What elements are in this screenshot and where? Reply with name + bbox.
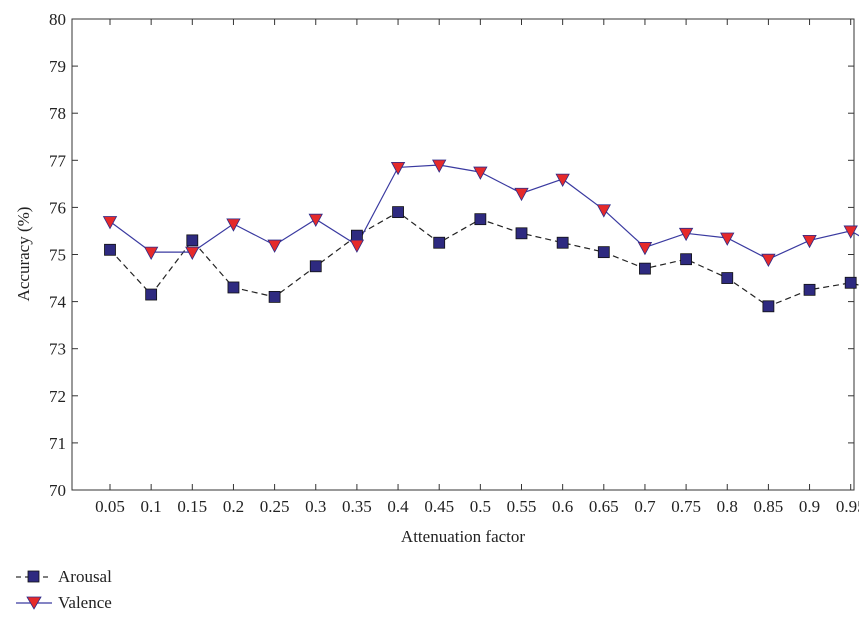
data-point-arousal bbox=[721, 272, 734, 284]
legend-item-arousal: Arousal bbox=[14, 564, 274, 590]
data-point-valence bbox=[761, 253, 776, 268]
data-point-valence bbox=[267, 239, 282, 253]
x-tick-label: 0.3 bbox=[305, 497, 326, 516]
data-point-arousal bbox=[515, 227, 528, 240]
y-tick-label: 78 bbox=[49, 104, 66, 123]
y-tick-label: 76 bbox=[49, 198, 66, 217]
y-axis-label: Accuracy (%) bbox=[14, 207, 33, 302]
data-point-arousal bbox=[268, 290, 281, 303]
data-point-valence bbox=[349, 239, 365, 253]
data-point-arousal bbox=[474, 213, 487, 226]
data-point-valence bbox=[185, 246, 200, 260]
y-tick-label: 75 bbox=[49, 246, 66, 265]
x-tick-label: 0.95 bbox=[836, 497, 859, 516]
data-point-valence bbox=[473, 166, 488, 180]
x-tick-label: 0.5 bbox=[470, 497, 491, 516]
data-point-arousal bbox=[309, 260, 322, 273]
y-tick-label: 73 bbox=[49, 340, 66, 359]
data-point-valence bbox=[678, 227, 694, 242]
y-tick-label: 70 bbox=[49, 481, 66, 500]
series-layer bbox=[102, 159, 859, 313]
legend-label-valence: Valence bbox=[58, 593, 112, 612]
data-point-valence bbox=[308, 213, 323, 228]
y-tick-label: 77 bbox=[49, 151, 67, 170]
y-tick-label: 80 bbox=[49, 10, 66, 29]
data-point-arousal bbox=[392, 206, 404, 219]
x-tick-label: 0.05 bbox=[95, 497, 125, 516]
line-chart: 70 71 72 73 74 75 76 77 78 79 80 0.05 0.1 0.15 0.2 0.2… bbox=[14, 10, 859, 546]
x-tick-label: 0.7 bbox=[634, 497, 656, 516]
data-point-valence bbox=[514, 187, 529, 202]
data-point-arousal bbox=[680, 253, 692, 266]
legend-swatch-valence bbox=[16, 596, 52, 610]
plot-area-frame bbox=[71, 18, 855, 491]
data-point-valence bbox=[390, 161, 406, 176]
x-tick-label: 0.2 bbox=[223, 497, 244, 516]
x-tick-label: 0.75 bbox=[671, 497, 701, 516]
legend-swatch-arousal bbox=[16, 570, 52, 583]
data-point-valence bbox=[596, 204, 611, 218]
data-point-valence bbox=[102, 216, 118, 230]
x-tick-label: 0.35 bbox=[342, 497, 372, 516]
x-tick-label: 0.8 bbox=[717, 497, 738, 516]
legend-label-arousal: Arousal bbox=[58, 567, 112, 586]
data-point-arousal bbox=[227, 281, 240, 294]
data-point-arousal bbox=[556, 236, 569, 249]
data-point-valence bbox=[802, 234, 817, 249]
x-tick-label: 0.6 bbox=[552, 497, 573, 516]
y-tick-label: 71 bbox=[49, 434, 66, 453]
x-tick-label: 0.15 bbox=[177, 497, 207, 516]
x-tick-label: 0.4 bbox=[387, 497, 409, 516]
data-point-valence bbox=[843, 225, 858, 239]
data-point-arousal bbox=[639, 262, 651, 275]
x-tick-label: 0.9 bbox=[799, 497, 820, 516]
data-point-valence bbox=[637, 242, 653, 256]
x-tick-label: 0.45 bbox=[424, 497, 454, 516]
y-axis: 70 71 72 73 74 75 76 77 78 79 80 bbox=[49, 10, 854, 500]
legend: Arousal Valence bbox=[14, 564, 274, 616]
series-line-arousal bbox=[109, 211, 859, 307]
data-point-arousal bbox=[762, 300, 775, 313]
data-point-arousal bbox=[433, 236, 446, 249]
data-point-arousal bbox=[104, 243, 116, 256]
x-axis-label: Attenuation factor bbox=[401, 527, 525, 546]
data-point-valence bbox=[143, 246, 159, 260]
y-tick-label: 72 bbox=[49, 387, 66, 406]
data-point-valence bbox=[720, 232, 735, 246]
data-point-arousal bbox=[803, 283, 816, 296]
x-axis: 0.05 0.1 0.15 0.2 0.25 0.3 0.35 0.4 0.45 0.5 0.55 0… bbox=[95, 19, 859, 516]
x-tick-label: 0.25 bbox=[260, 497, 290, 516]
data-point-valence bbox=[432, 159, 447, 173]
data-point-arousal bbox=[186, 234, 199, 247]
y-tick-label: 74 bbox=[49, 293, 67, 312]
data-point-arousal bbox=[350, 229, 363, 242]
x-tick-label: 0.65 bbox=[589, 497, 619, 516]
legend-item-valence: Valence bbox=[14, 590, 274, 616]
x-tick-label: 0.1 bbox=[141, 497, 162, 516]
data-point-arousal bbox=[597, 246, 610, 259]
x-tick-label: 0.55 bbox=[507, 497, 537, 516]
y-tick-label: 79 bbox=[49, 57, 66, 76]
data-point-valence bbox=[555, 173, 570, 187]
data-point-arousal bbox=[145, 288, 158, 301]
x-tick-label: 0.85 bbox=[754, 497, 784, 516]
data-point-arousal bbox=[844, 276, 857, 289]
series-line-valence bbox=[109, 164, 859, 260]
data-point-valence bbox=[226, 218, 241, 232]
